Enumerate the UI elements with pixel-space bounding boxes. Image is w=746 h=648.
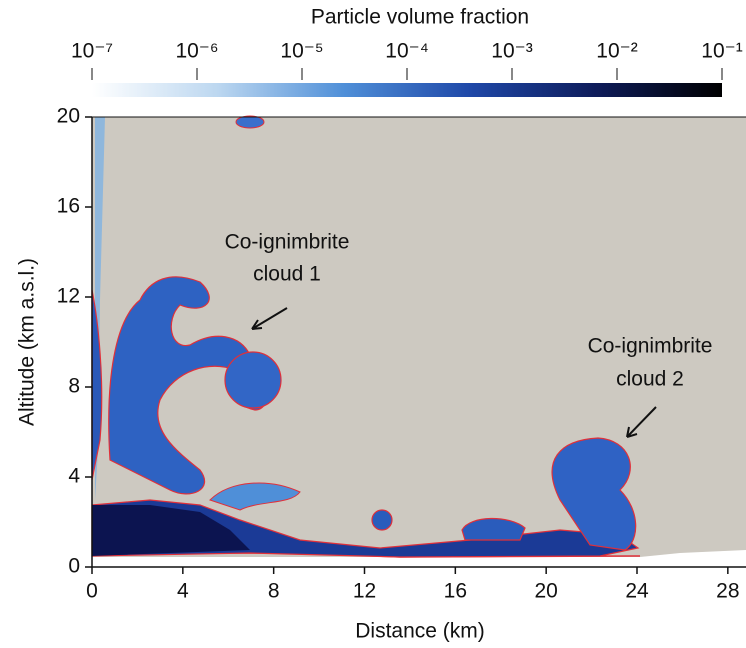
- annotation: cloud 2: [616, 368, 684, 391]
- x-tick-label: 12: [353, 580, 376, 603]
- y-tick-label: 0: [68, 555, 80, 578]
- y-axis-label: Altitude (km a.s.l.): [16, 258, 39, 426]
- x-tick-label: 16: [444, 580, 467, 603]
- x-axis-label: Distance (km): [355, 620, 485, 643]
- annotation: Co-ignimbrite: [588, 335, 713, 358]
- x-tick-label: 28: [716, 580, 739, 603]
- annotation: Co-ignimbrite: [225, 231, 350, 254]
- x-tick-label: 20: [534, 580, 557, 603]
- colorbar-tick-label: 10⁻⁴: [385, 40, 428, 63]
- x-tick-label: 0: [86, 580, 98, 603]
- field: [91, 115, 746, 567]
- colorbar: [92, 83, 722, 97]
- colorbar-tick-label: 10⁻⁶: [175, 40, 218, 63]
- colorbar-tick-label: 10⁻⁵: [280, 40, 323, 63]
- y-tick-label: 20: [57, 105, 80, 128]
- y-tick-label: 16: [57, 195, 80, 218]
- y-tick-label: 8: [68, 375, 80, 398]
- colorbar-tick-label: 10⁻¹: [701, 40, 742, 63]
- arrow: [626, 406, 657, 438]
- y-tick-label: 12: [57, 285, 80, 308]
- x-tick-label: 4: [177, 580, 189, 603]
- annotation: cloud 1: [253, 263, 321, 286]
- arrow: [251, 307, 288, 330]
- colorbar-tick-label: 10⁻⁷: [71, 40, 113, 63]
- x-tick-label: 8: [268, 580, 280, 603]
- colorbar-title: Particle volume fraction: [311, 6, 529, 29]
- colorbar-tick-label: 10⁻²: [596, 40, 637, 63]
- colorbar-tick-label: 10⁻³: [491, 40, 532, 63]
- x-tick-label: 24: [625, 580, 649, 603]
- y-tick-label: 4: [68, 465, 80, 488]
